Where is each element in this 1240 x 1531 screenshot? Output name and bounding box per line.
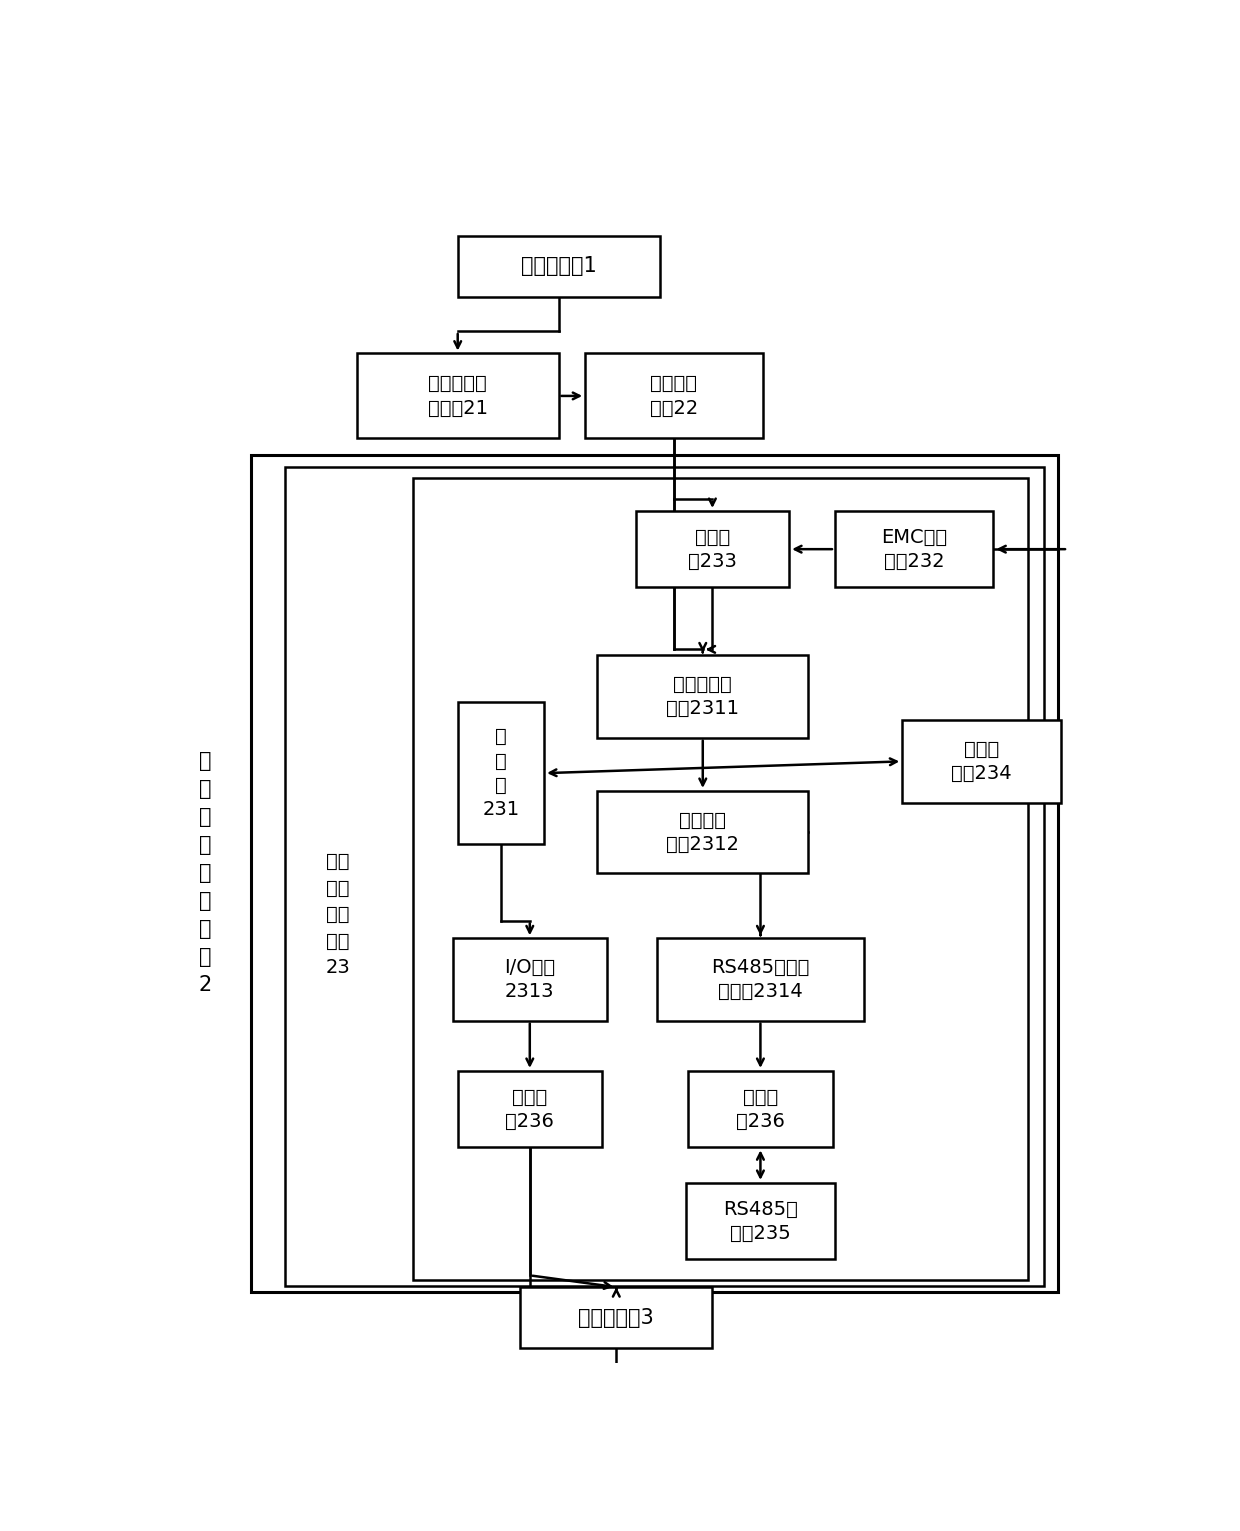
Bar (521, 1288, 713, 1349)
Text: 电流传感器1: 电流传感器1 (521, 256, 596, 276)
Bar (458, 236, 660, 297)
Text: 数字
信号
处理
电路
23: 数字 信号 处理 电路 23 (325, 853, 350, 977)
Text: 高速光
耦236: 高速光 耦236 (506, 1087, 554, 1131)
Text: 数字带通滤
波器2311: 数字带通滤 波器2311 (666, 675, 739, 718)
Bar (835, 511, 993, 588)
Bar (688, 1070, 832, 1147)
Text: I/O接口
2313: I/O接口 2313 (505, 958, 556, 1001)
Bar (458, 703, 544, 844)
Bar (596, 655, 808, 738)
Text: RS485收
发器235: RS485收 发器235 (723, 1199, 797, 1243)
Text: EMC防护
电路232: EMC防护 电路232 (882, 528, 947, 571)
Bar (357, 354, 559, 438)
Text: 信号放大滤
波电路21: 信号放大滤 波电路21 (428, 374, 487, 418)
Text: 安全继电器3: 安全继电器3 (578, 1307, 655, 1327)
Text: 模数转换
电路22: 模数转换 电路22 (650, 374, 698, 418)
Bar (657, 939, 864, 1021)
Text: 谐
波
电
流
检
测
装
置
2: 谐 波 电 流 检 测 装 置 2 (198, 752, 212, 995)
Bar (903, 720, 1060, 802)
Bar (585, 354, 763, 438)
Bar (686, 1183, 835, 1260)
Text: 控
制
器
231: 控 制 器 231 (482, 727, 520, 819)
Bar (453, 939, 606, 1021)
Bar (250, 455, 1059, 1292)
Bar (285, 467, 1044, 1286)
Text: RS485隔离收
发接口2314: RS485隔离收 发接口2314 (712, 958, 810, 1001)
Text: 滑动窗计
算器2312: 滑动窗计 算器2312 (666, 810, 739, 854)
Text: 电源电
路233: 电源电 路233 (688, 528, 737, 571)
Bar (413, 479, 1028, 1280)
Text: 看门狗
电路234: 看门狗 电路234 (951, 739, 1012, 782)
Bar (635, 511, 789, 588)
Bar (458, 1070, 601, 1147)
Bar (596, 792, 808, 873)
Text: 高速光
耦236: 高速光 耦236 (737, 1087, 785, 1131)
